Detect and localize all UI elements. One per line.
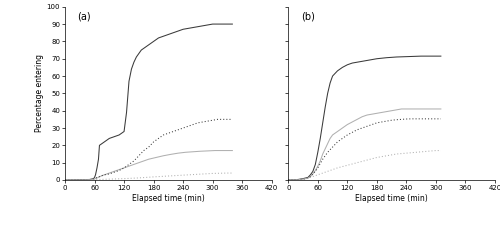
Text: (a): (a) — [78, 12, 91, 22]
X-axis label: Elapsed time (min): Elapsed time (min) — [356, 194, 428, 203]
Y-axis label: Percentage entering: Percentage entering — [35, 54, 44, 132]
Text: (b): (b) — [300, 12, 314, 22]
X-axis label: Elapsed time (min): Elapsed time (min) — [132, 194, 204, 203]
